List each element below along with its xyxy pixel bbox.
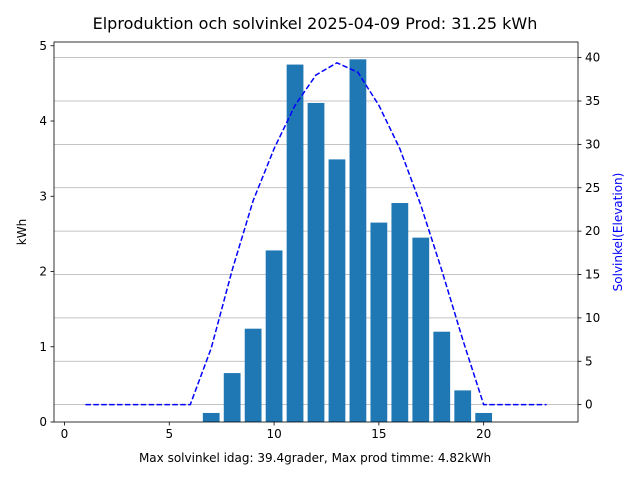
x-axis-label: Max solvinkel idag: 39.4grader, Max prod…	[139, 451, 491, 465]
bar	[244, 328, 262, 422]
x-tick-label: 15	[371, 427, 386, 441]
y2-axis-label: Solvinkel(Elevation)	[611, 173, 625, 292]
ticks-layer: 0 5 10 15 20 0 1 2 3 4 5 0 5 10 15 20 25 30 35 40	[39, 39, 600, 441]
bar	[265, 250, 283, 422]
y-axis-label: kWh	[15, 219, 29, 245]
bar	[454, 390, 472, 422]
bar	[370, 222, 388, 422]
bar	[328, 159, 346, 422]
bar	[286, 64, 304, 423]
y2-tick-label: 25	[585, 181, 600, 195]
y2-tick-label: 35	[585, 94, 600, 108]
plot-frame	[53, 41, 579, 423]
y2-tick-label: 15	[585, 268, 600, 282]
bar	[349, 59, 367, 422]
y-tick-label: 0	[39, 415, 47, 429]
y2-tick-label: 20	[585, 224, 600, 238]
x-tick-label: 20	[476, 427, 491, 441]
y2-tick-label: 0	[585, 398, 593, 412]
y2-tick-label: 10	[585, 311, 600, 325]
x-tick-label: 10	[266, 427, 281, 441]
y2-tick-label: 30	[585, 137, 600, 151]
bar	[202, 412, 220, 422]
axes-layer	[53, 41, 579, 423]
bar	[223, 373, 241, 422]
x-tick-label: 5	[165, 427, 173, 441]
line-layer	[85, 61, 547, 406]
bar	[307, 102, 325, 422]
y-tick-label: 3	[39, 189, 47, 203]
bars-layer	[202, 59, 493, 423]
y-tick-label: 4	[39, 114, 47, 128]
y2-tick-label: 40	[585, 51, 600, 65]
y-tick-label: 2	[39, 265, 47, 279]
bar	[412, 237, 430, 422]
chart-title: Elproduktion och solvinkel 2025-04-09 Pr…	[93, 14, 538, 33]
bar	[433, 331, 451, 422]
y-tick-label: 1	[39, 340, 47, 354]
series-line-elevation	[85, 61, 547, 406]
bar	[391, 203, 409, 422]
x-tick-label: 0	[61, 427, 69, 441]
bar	[475, 412, 493, 422]
y2-tick-label: 5	[585, 354, 593, 368]
y-tick-label: 5	[39, 39, 47, 53]
